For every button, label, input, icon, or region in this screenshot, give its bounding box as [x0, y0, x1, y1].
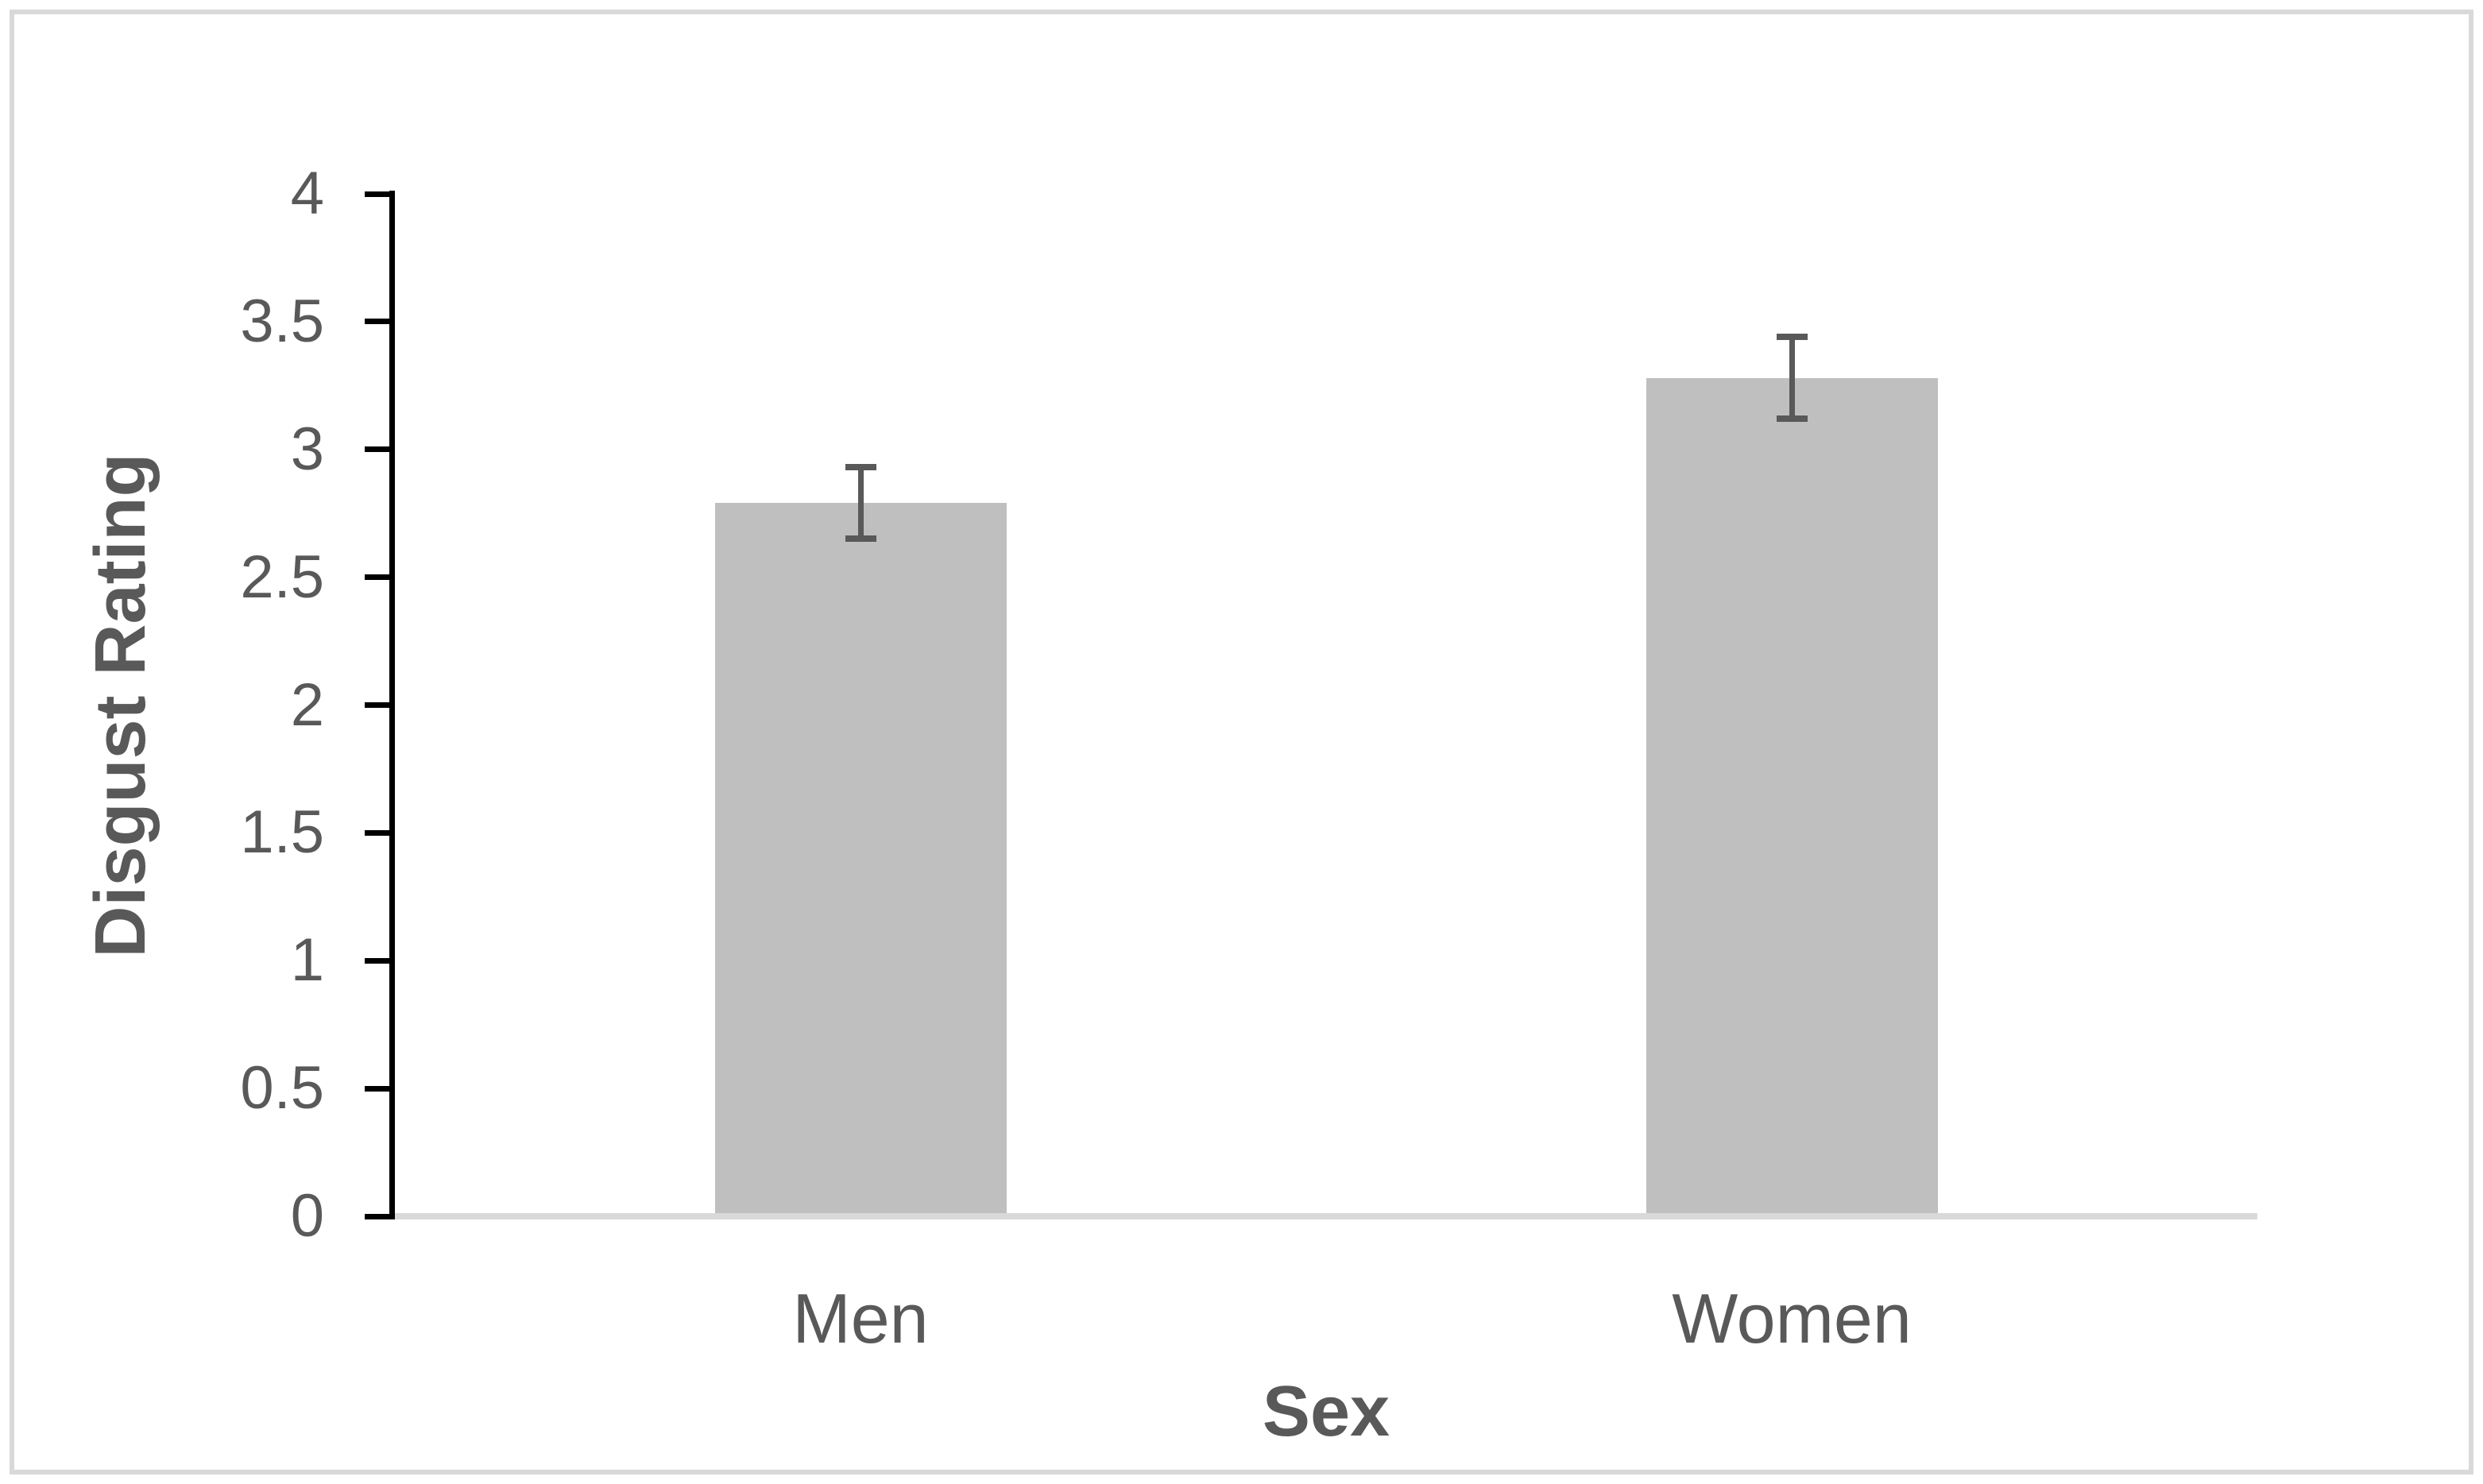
y-axis-line [389, 191, 395, 1219]
y-axis-tick [365, 1085, 389, 1092]
y-tick-label: 2.5 [240, 543, 324, 611]
y-tick-label: 0 [290, 1182, 324, 1250]
y-tick-label: 1 [290, 926, 324, 995]
y-tick-label: 4 [290, 160, 324, 227]
x-axis-line [395, 1213, 2257, 1219]
error-bar-line [857, 467, 864, 539]
bar-men [714, 503, 1007, 1218]
y-tick-label: 1.5 [240, 798, 324, 867]
category-label-women: Women [1672, 1279, 1912, 1358]
x-axis-title: Sex [1262, 1372, 1390, 1451]
y-axis-tick [365, 1213, 389, 1219]
error-bar-line [1789, 337, 1795, 419]
bar-women [1646, 377, 1938, 1218]
y-axis-tick [365, 191, 389, 197]
y-axis-tick [365, 446, 389, 453]
y-tick-label: 2 [290, 671, 324, 739]
y-axis-tick [365, 702, 389, 708]
error-bar-top-cap [845, 464, 876, 471]
chart-frame [10, 10, 2473, 1474]
y-axis-title: Disgust Rating [81, 453, 161, 958]
y-axis-tick [365, 957, 389, 964]
error-bar-bottom-cap [845, 535, 876, 543]
error-bar-bottom-cap [1776, 415, 1808, 423]
y-axis-tick [365, 319, 389, 325]
error-bar-top-cap [1776, 334, 1808, 341]
y-axis-tick [365, 574, 389, 581]
y-tick-label: 3 [290, 415, 324, 483]
y-tick-label: 3.5 [240, 287, 324, 355]
y-axis-tick [365, 829, 389, 836]
y-tick-label: 0.5 [240, 1054, 324, 1123]
category-label-men: Men [792, 1279, 929, 1358]
